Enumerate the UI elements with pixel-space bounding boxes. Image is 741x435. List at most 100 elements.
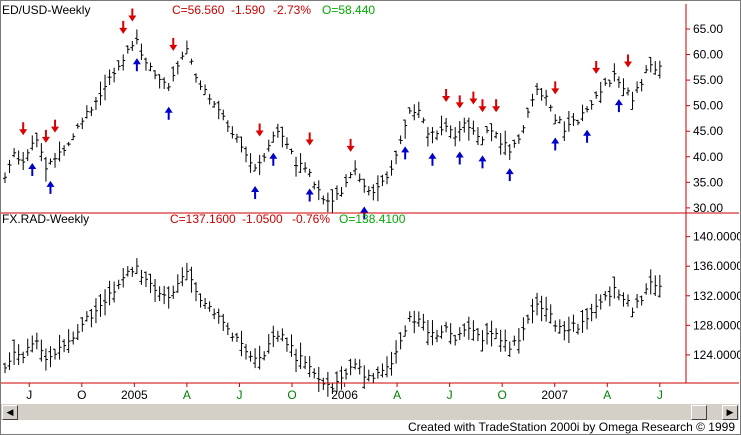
credit-text: Created with TradeStation 2000i by Omega…	[407, 420, 735, 434]
ohlc-bar	[143, 271, 148, 288]
ohlc-bar	[112, 281, 117, 303]
ohlc-bar	[435, 329, 440, 343]
buy-arrow-icon	[401, 146, 410, 160]
ohlc-bar	[162, 285, 167, 305]
scroll-thumb[interactable]	[691, 405, 707, 420]
ohlc-bar	[539, 295, 544, 322]
ohlc-bar	[107, 280, 112, 306]
ohlc-bar	[589, 100, 594, 110]
ohlc-bar	[153, 70, 158, 80]
ohlc-bar	[457, 327, 462, 341]
ohlc-bar	[71, 133, 76, 141]
x-tick-label: A	[183, 388, 191, 402]
ohlc-bar	[162, 77, 167, 89]
ohlc-bar	[16, 344, 21, 365]
ohlc-bar	[598, 294, 603, 310]
ohlc-bar	[80, 316, 85, 332]
buy-arrow-icon	[360, 206, 369, 220]
ohlc-bar	[207, 301, 212, 312]
ohlc-bar	[480, 330, 485, 352]
ohlc-bar	[139, 43, 144, 61]
ohlc-bar	[130, 40, 135, 51]
ohlc-bar	[21, 151, 26, 171]
horizontal-scrollbar[interactable]: ◀ ▶	[1, 403, 739, 420]
ohlc-bar	[180, 51, 185, 60]
ohlc-bar	[289, 148, 294, 155]
y-tick-label: 132.0000	[693, 289, 741, 303]
ohlc-bar	[125, 45, 130, 54]
ohlc-bar	[507, 144, 512, 160]
x-tick-label: 2005	[121, 388, 148, 402]
ohlc-bar	[612, 276, 617, 299]
sell-arrow-icon	[455, 95, 464, 109]
pane1-change-pct: -2.73%	[273, 3, 311, 17]
y-tick-label: 128.0000	[693, 318, 741, 332]
ohlc-bar	[207, 93, 212, 105]
ohlc-bar	[607, 79, 612, 88]
pane1-open: O=58.440	[322, 3, 375, 17]
pane2-title: FX.RAD-Weekly	[2, 212, 89, 226]
ohlc-bar	[644, 65, 649, 74]
sell-arrow-icon	[169, 37, 178, 51]
y-tick-label: 30.00	[693, 201, 723, 215]
ohlc-bar	[84, 105, 89, 119]
ohlc-bar	[62, 339, 67, 353]
pane1-close: C=56.560	[172, 3, 225, 17]
ohlc-bar	[175, 274, 180, 293]
ohlc-bar	[630, 91, 635, 110]
y-tick-label: 50.00	[693, 99, 723, 113]
x-tick-label: A	[603, 388, 611, 402]
ohlc-bar	[66, 141, 71, 147]
ohlc-bar	[75, 324, 80, 341]
ohlc-bar	[248, 153, 253, 173]
x-tick-label: O	[77, 388, 86, 402]
ohlc-bar	[253, 348, 258, 369]
ohlc-bar	[330, 189, 335, 213]
ohlc-bar	[553, 320, 558, 332]
ohlc-bar	[39, 143, 44, 162]
x-tick-label: A	[393, 388, 401, 402]
ohlc-bar	[43, 348, 48, 371]
sell-arrow-icon	[128, 8, 137, 22]
ohlc-bar	[134, 258, 139, 274]
ohlc-bar	[403, 119, 408, 139]
ohlc-bar	[421, 313, 426, 331]
ohlc-bar	[221, 109, 226, 121]
y-tick-label: 35.00	[693, 175, 723, 189]
ohlc-bar	[98, 81, 103, 106]
ohlc-bar	[12, 148, 17, 158]
ohlc-bar	[157, 286, 162, 302]
ohlc-bar	[166, 286, 171, 309]
ohlc-bar	[616, 76, 621, 88]
ohlc-bar	[557, 116, 562, 124]
ohlc-bar	[148, 62, 153, 72]
ohlc-bar	[30, 135, 35, 151]
ohlc-bar	[562, 321, 567, 341]
scroll-right-icon[interactable]: ▶	[722, 405, 738, 420]
ohlc-bar	[498, 133, 503, 155]
scroll-left-icon[interactable]: ◀	[2, 405, 18, 420]
ohlc-bar	[298, 153, 303, 174]
ohlc-bar	[89, 106, 94, 117]
ohlc-bar	[548, 104, 553, 112]
ohlc-bar	[398, 332, 403, 350]
buy-arrow-icon	[583, 129, 592, 143]
ohlc-bar	[521, 125, 526, 134]
ohlc-bar	[66, 329, 71, 354]
footer: Created with TradeStation 2000i by Omega…	[1, 420, 739, 434]
ohlc-bar	[312, 368, 317, 379]
ohlc-bar	[166, 83, 171, 92]
ohlc-bar	[471, 120, 476, 135]
ohlc-bar	[489, 123, 494, 142]
ohlc-bar	[12, 339, 17, 365]
ohlc-bar	[553, 114, 558, 125]
ed-usd-pane: 65.00 60.00 55.00 50.00 45.00 40.00 35.00 30.00	[3, 8, 723, 220]
buy-arrow-icon	[46, 180, 55, 194]
ohlc-bar	[171, 285, 176, 299]
ohlc-bar	[525, 314, 530, 324]
ohlc-bar	[275, 123, 280, 138]
ohlc-bar	[530, 93, 535, 107]
ohlc-bar	[253, 163, 258, 172]
ohlc-bar	[39, 339, 44, 362]
ohlc-bar	[512, 335, 517, 346]
